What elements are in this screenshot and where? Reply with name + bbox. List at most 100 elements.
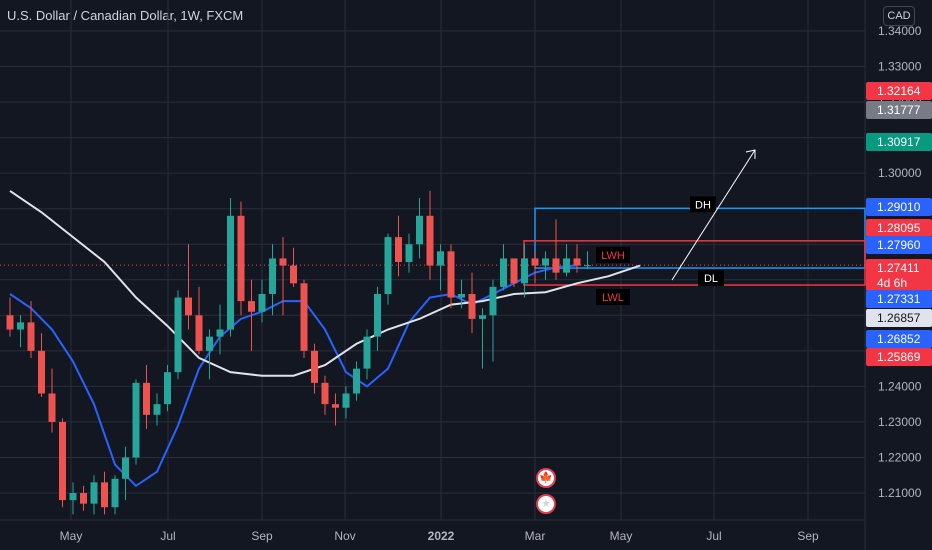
price-label-bg <box>866 133 932 151</box>
candle-body <box>437 251 444 266</box>
price-label-bg <box>866 348 932 366</box>
candle-body <box>405 244 413 262</box>
candle-body <box>542 258 549 266</box>
candle-body <box>510 258 518 284</box>
candle-body <box>321 382 329 405</box>
candle-body <box>311 350 318 383</box>
candle-body <box>17 322 24 330</box>
candle-body <box>426 215 434 266</box>
price-label-bg <box>866 330 932 348</box>
candle-body <box>573 258 581 266</box>
candle-body <box>447 251 455 298</box>
price-label-bg <box>866 82 932 100</box>
candle-body <box>248 301 255 312</box>
canada-flag-icon[interactable]: 🍁 <box>536 468 556 488</box>
candle-body <box>563 258 570 273</box>
candle-body <box>185 297 192 316</box>
candle-body <box>174 297 182 373</box>
candle-body <box>153 404 161 415</box>
y-tick-label: 1.33000 <box>878 60 922 74</box>
candle-body <box>479 315 486 319</box>
candle-body <box>59 421 66 501</box>
price-label-bg <box>866 219 932 237</box>
candle-body <box>48 393 56 422</box>
price-label: 1.27960 <box>877 238 921 252</box>
price-label: 1.26857 <box>877 311 921 325</box>
y-tick-label: 1.30000 <box>878 166 922 180</box>
candle-body <box>27 322 35 351</box>
us-flag-icon[interactable]: ★ <box>536 494 556 514</box>
price-label: 1.32164 <box>877 84 921 98</box>
candle-body <box>384 237 392 294</box>
price-label: 1.29010 <box>877 200 921 214</box>
x-tick-label: Sep <box>251 529 273 543</box>
price-label: 1.31777 <box>877 103 921 117</box>
candle-body <box>80 493 87 504</box>
price-label: 1.27331 <box>877 292 921 306</box>
candle-body <box>552 258 560 273</box>
price-label-bg <box>866 101 932 119</box>
x-tick-label: Mar <box>525 529 546 543</box>
candle-body <box>531 258 539 266</box>
price-label: 1.25869 <box>877 350 921 364</box>
candle-body <box>164 372 171 405</box>
dl-label-bg <box>698 270 724 287</box>
candle-body <box>584 265 591 267</box>
price-label: 1.26852 <box>877 332 921 346</box>
x-tick-label: May <box>610 529 633 543</box>
candle-body <box>374 293 381 337</box>
lwh-label-bg <box>596 246 630 263</box>
lwl-label: LWL <box>602 292 624 304</box>
candle-body <box>489 286 497 316</box>
candle-body <box>216 329 224 337</box>
price-label: 1.30917 <box>877 135 921 149</box>
chart-title: U.S. Dollar / Canadian Dollar, 1W, FXCM <box>7 8 244 23</box>
dh-dl-box <box>534 207 866 269</box>
candle-body <box>395 237 402 262</box>
x-tick-label: Nov <box>334 529 355 543</box>
countdown-label: 4d 6h <box>877 276 907 290</box>
candle-body <box>363 336 371 369</box>
price-label-bg <box>866 259 932 291</box>
ma-slow-line <box>9 190 641 377</box>
price-label-bg <box>866 309 932 327</box>
y-tick-label: 1.21000 <box>878 486 922 500</box>
candle-body <box>237 215 245 302</box>
y-tick-label: 1.34000 <box>878 24 922 38</box>
candle-body <box>143 382 150 415</box>
candle-body <box>258 293 266 312</box>
price-label-bg <box>866 290 932 308</box>
x-tick-label: Jul <box>160 529 175 543</box>
arrow-head <box>745 149 756 159</box>
candle-body <box>458 293 465 298</box>
lwl-label-bg <box>596 289 630 306</box>
candle-body <box>290 265 297 284</box>
candle-body <box>101 482 108 508</box>
price-label-bg <box>866 198 932 216</box>
candle-body <box>300 283 308 351</box>
candle-body <box>132 382 140 458</box>
candle-body <box>416 215 423 245</box>
candle-body <box>6 315 14 330</box>
y-tick-label: 1.23000 <box>878 415 922 429</box>
price-label: 1.28095 <box>877 221 921 235</box>
candle-body <box>195 315 203 351</box>
y-tick-label: 1.22000 <box>878 450 922 464</box>
candle-body <box>90 482 98 504</box>
candle-body <box>521 258 528 284</box>
candle-body <box>342 393 350 408</box>
x-tick-label: May <box>60 529 83 543</box>
currency-button[interactable]: CAD <box>883 6 915 26</box>
lwh-label: LWH <box>601 250 625 262</box>
candle-body <box>269 258 276 294</box>
candle-body <box>279 258 287 266</box>
candle-body <box>332 404 339 408</box>
x-tick-label: 2022 <box>428 529 455 543</box>
candle-body <box>468 293 476 319</box>
y-tick-label: 1.24000 <box>878 379 922 393</box>
price-label: 1.27411 <box>877 261 920 275</box>
x-tick-label: Jul <box>706 529 721 543</box>
dh-label-bg <box>690 196 716 213</box>
